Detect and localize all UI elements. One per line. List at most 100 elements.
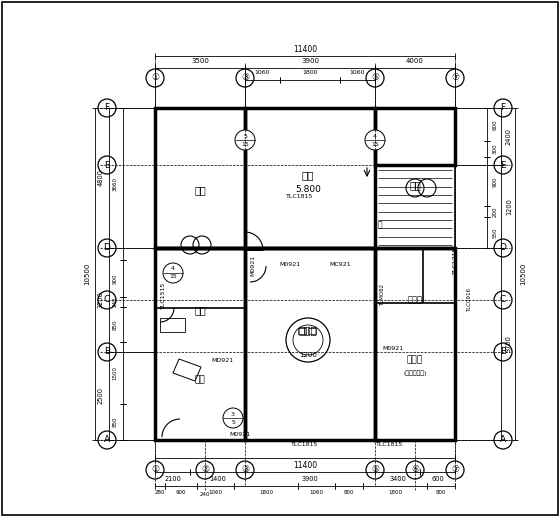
Circle shape (98, 99, 116, 117)
Text: 主卧室: 主卧室 (298, 325, 318, 335)
Text: D: D (104, 244, 110, 252)
Text: TLC0916: TLC0916 (468, 288, 473, 312)
Text: 次卢: 次卢 (194, 305, 206, 315)
Text: 1500: 1500 (113, 366, 118, 380)
Bar (155, 248, 245, 440)
Circle shape (98, 291, 116, 309)
Text: 4: 4 (373, 133, 377, 139)
Text: 3400: 3400 (389, 476, 406, 482)
Circle shape (163, 263, 183, 283)
Text: 3: 3 (231, 412, 235, 417)
Text: 15: 15 (169, 275, 177, 280)
Circle shape (146, 69, 164, 87)
Bar (245, 248, 375, 440)
Text: 1200: 1200 (506, 198, 512, 215)
Text: 2500: 2500 (98, 388, 104, 404)
Text: 850: 850 (113, 417, 118, 427)
Text: 1800: 1800 (388, 491, 402, 495)
Text: B: B (104, 347, 110, 357)
Circle shape (235, 130, 255, 150)
Text: 3660: 3660 (113, 177, 118, 191)
Text: MD921: MD921 (211, 357, 233, 362)
Text: 1400: 1400 (209, 476, 226, 482)
Text: ③: ③ (241, 465, 249, 475)
Circle shape (223, 408, 243, 428)
Bar (245, 108, 375, 248)
Text: 4800: 4800 (98, 170, 104, 187)
Bar (308, 328, 316, 334)
Text: M0921: M0921 (250, 254, 255, 276)
Bar (160, 318, 185, 332)
Text: 5: 5 (231, 419, 235, 424)
Text: 1060: 1060 (350, 70, 365, 75)
Circle shape (494, 343, 512, 361)
Text: TLC1815: TLC1815 (376, 443, 404, 448)
Text: MC921: MC921 (329, 263, 351, 267)
Text: TLC1215: TLC1215 (452, 246, 458, 273)
Text: E: E (500, 160, 506, 170)
Text: 240: 240 (113, 297, 118, 307)
Text: 280: 280 (155, 491, 165, 495)
Text: 露台: 露台 (194, 185, 206, 195)
Text: 次卧室: 次卧室 (407, 356, 423, 364)
Text: 5: 5 (243, 133, 247, 139)
Text: C: C (500, 296, 506, 305)
Text: M0921: M0921 (279, 263, 301, 267)
Text: 贮台: 贮台 (195, 375, 206, 385)
Text: 900: 900 (492, 176, 497, 187)
Circle shape (494, 239, 512, 257)
Text: 3200: 3200 (98, 292, 104, 309)
Text: F: F (501, 103, 506, 113)
Text: 露台: 露台 (409, 180, 421, 190)
Text: 3900: 3900 (302, 476, 319, 482)
Text: A: A (500, 435, 506, 445)
Text: 600: 600 (431, 476, 444, 482)
Circle shape (146, 461, 164, 479)
Text: 1800: 1800 (259, 491, 273, 495)
Circle shape (365, 130, 385, 150)
Text: 下: 下 (377, 220, 382, 230)
Circle shape (366, 461, 384, 479)
Text: (无入式衣柜): (无入式衣柜) (403, 370, 427, 376)
Text: E: E (104, 160, 110, 170)
Text: 11400: 11400 (293, 461, 317, 469)
Text: 11400: 11400 (293, 44, 317, 53)
Text: 2400: 2400 (506, 128, 512, 145)
Circle shape (98, 156, 116, 174)
Text: 800: 800 (436, 491, 446, 495)
Text: 900: 900 (176, 491, 186, 495)
Circle shape (236, 461, 254, 479)
Text: 1060: 1060 (310, 491, 324, 495)
Text: ⑦: ⑦ (451, 465, 459, 475)
Text: ②: ② (201, 465, 209, 475)
Text: B: B (500, 347, 506, 357)
Text: 200: 200 (492, 206, 497, 217)
Text: ⑤: ⑤ (371, 465, 379, 475)
Circle shape (98, 431, 116, 449)
Text: M0921: M0921 (382, 345, 404, 351)
Bar (155, 108, 245, 248)
Circle shape (406, 461, 424, 479)
Text: 15: 15 (371, 142, 379, 146)
Text: D: D (500, 244, 506, 252)
Circle shape (446, 69, 464, 87)
Text: A: A (104, 435, 110, 445)
Circle shape (494, 291, 512, 309)
Circle shape (494, 99, 512, 117)
Text: TLMO82: TLMO82 (380, 284, 385, 306)
Text: TLC1815: TLC1815 (291, 443, 319, 448)
Text: ①: ① (151, 73, 159, 83)
Text: 3700: 3700 (506, 336, 512, 353)
Text: 3900: 3900 (301, 58, 319, 64)
Text: C: C (104, 296, 110, 305)
Text: 1060: 1060 (255, 70, 270, 75)
Circle shape (196, 461, 214, 479)
Circle shape (236, 69, 254, 87)
Bar (375, 165, 455, 248)
Text: 300: 300 (492, 144, 497, 154)
Circle shape (98, 239, 116, 257)
Text: 1200: 1200 (299, 352, 317, 358)
Bar (375, 108, 455, 165)
Text: 5.800: 5.800 (295, 186, 321, 194)
Circle shape (494, 431, 512, 449)
